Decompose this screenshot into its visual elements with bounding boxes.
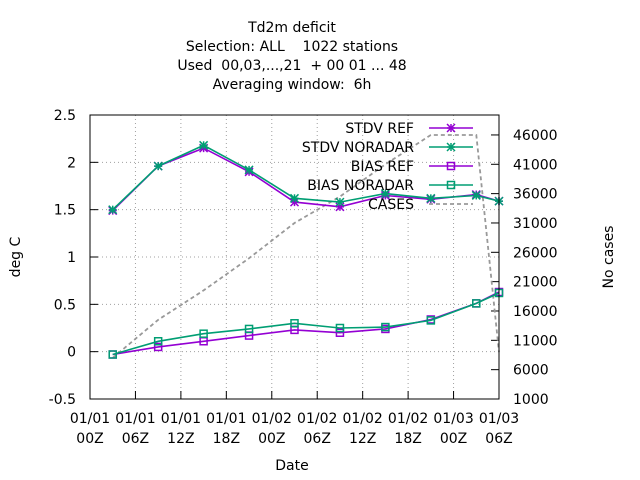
y2-tick-label: 46000: [513, 128, 558, 144]
y-tick-label: 2.5: [54, 108, 76, 124]
legend-label: CASES: [368, 197, 414, 213]
x-tick-label-date: 01/03: [433, 411, 473, 427]
y2-tick-label: 41000: [513, 157, 558, 173]
x-axis-label: Date: [275, 458, 308, 474]
y2-tick-label: 11000: [513, 333, 558, 349]
data-point: [380, 189, 390, 199]
y-tick-label: 1: [67, 250, 76, 266]
legend: STDV REF STDV NORADAR BIAS REF BIAS NORADAR…: [302, 121, 473, 213]
legend-marker: [446, 161, 456, 171]
series-line: [112, 291, 500, 356]
data-point: [426, 193, 436, 203]
data-point: [335, 328, 345, 337]
data-point: [108, 350, 117, 359]
series-bias-noradar: [108, 288, 504, 359]
series-group: [108, 134, 504, 359]
y-axis-label: deg C: [8, 236, 24, 277]
y2-tick-label: 26000: [513, 245, 558, 261]
x-tick-label-hour: 18Z: [394, 431, 421, 447]
y-axis-ticks: -0.5 0 0.5 1 1.5 2 2.5: [49, 108, 98, 408]
y2-tick-label: 21000: [513, 275, 558, 291]
x-tick-label-date: 01/03: [479, 411, 519, 427]
chart-title: Td2m deficit Selection: ALL 1022 stations…: [177, 20, 406, 93]
title-line-4: Averaging window: 6h: [213, 77, 372, 93]
grid: [90, 115, 499, 399]
x-tick-label-hour: 12Z: [349, 431, 376, 447]
data-point: [335, 197, 345, 207]
x-tick-label-hour: 00Z: [440, 431, 467, 447]
series-stdv-noradar: [108, 140, 504, 215]
legend-item: STDV REF: [345, 121, 473, 137]
legend-label: BIAS REF: [351, 159, 414, 175]
data-point: [199, 329, 208, 338]
x-tick-label-hour: 00Z: [258, 431, 285, 447]
data-point: [199, 140, 209, 150]
data-point: [153, 161, 163, 171]
x-tick-label-date: 01/02: [388, 411, 428, 427]
legend-label: STDV NORADAR: [302, 140, 414, 156]
x-tick-label-hour: 18Z: [213, 431, 240, 447]
data-point: [244, 165, 254, 175]
legend-marker: [446, 123, 456, 133]
legend-item: BIAS REF: [351, 159, 473, 175]
y2-tick-label: 6000: [513, 363, 549, 379]
title-line-2: Selection: ALL 1022 stations: [186, 39, 398, 55]
data-point: [244, 324, 254, 334]
y-tick-label: 0.5: [54, 297, 76, 313]
x-tick-label-date: 01/01: [70, 411, 110, 427]
x-tick-label-hour: 00Z: [76, 431, 103, 447]
data-point: [289, 193, 300, 203]
legend-item: BIAS NORADAR: [307, 178, 473, 194]
data-point: [153, 342, 163, 352]
legend-marker: [446, 180, 456, 190]
y2-axis-ticks: 1000 6000 11000 16000 21000 26000 31000 36000 41…: [491, 128, 558, 408]
series-cases: [112, 134, 500, 359]
legend-label: BIAS NORADAR: [307, 178, 414, 194]
y-tick-label: 0: [67, 345, 76, 361]
y2-tick-label: 1000: [513, 392, 549, 408]
y-tick-label: -0.5: [49, 392, 76, 408]
x-tick-label-hour: 06Z: [485, 431, 512, 447]
title-line-1: Td2m deficit: [247, 20, 336, 36]
x-axis-ticks: 01/01 00Z 01/01 06Z 01/01 12Z 01/01 18Z 01/02 00Z…: [70, 391, 519, 447]
x-tick-label-date: 01/02: [252, 411, 292, 427]
x-tick-label-hour: 12Z: [167, 431, 194, 447]
legend-item: CASES: [368, 197, 473, 213]
title-line-3: Used 00,03,...,21 + 00 01 ... 48: [177, 58, 406, 74]
data-point: [335, 323, 345, 333]
data-point: [471, 190, 481, 200]
y-tick-label: 2: [67, 155, 76, 171]
y2-axis-label: No cases: [601, 226, 617, 289]
legend-item: STDV NORADAR: [302, 140, 473, 156]
x-tick-label-date: 01/01: [161, 411, 201, 427]
x-tick-label-hour: 06Z: [304, 431, 331, 447]
y2-tick-label: 16000: [513, 304, 558, 320]
series-line: [112, 134, 500, 359]
data-point: [153, 337, 163, 346]
legend-marker: [446, 142, 456, 152]
data-point: [381, 322, 390, 332]
x-tick-label-date: 01/01: [206, 411, 246, 427]
data-point: [290, 319, 299, 328]
x-tick-label-date: 01/02: [342, 411, 382, 427]
y2-tick-label: 31000: [513, 216, 558, 232]
y-tick-label: 1.5: [54, 203, 76, 219]
data-point: [472, 299, 481, 308]
series-line: [112, 144, 500, 211]
series-line: [112, 292, 500, 356]
legend-label: STDV REF: [345, 121, 414, 137]
x-tick-label-date: 01/01: [115, 411, 155, 427]
data-point: [426, 316, 436, 325]
x-tick-label-date: 01/02: [297, 411, 337, 427]
plot-border: [89, 114, 500, 400]
series-bias-ref: [108, 287, 504, 359]
y2-tick-label: 36000: [513, 187, 558, 203]
data-point: [108, 205, 118, 215]
series-line: [112, 147, 500, 212]
x-tick-label-hour: 06Z: [122, 431, 149, 447]
